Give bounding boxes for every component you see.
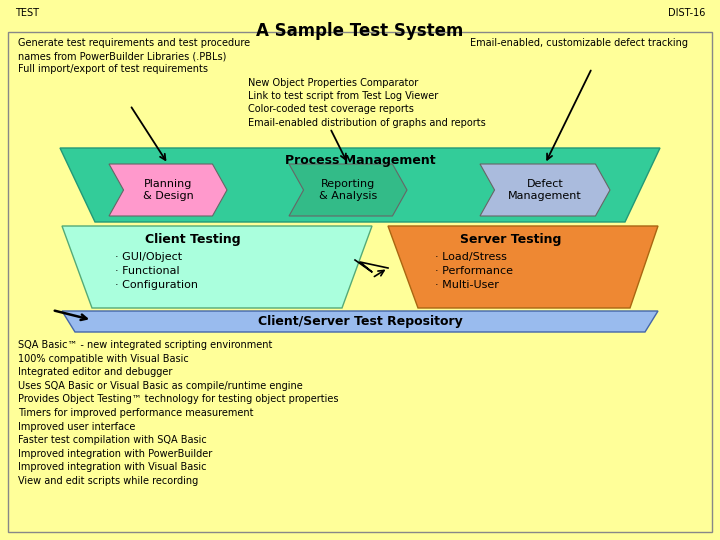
Text: DIST-16: DIST-16 [667, 8, 705, 18]
Text: SQA Basic™ - new integrated scripting environment
100% compatible with Visual Ba: SQA Basic™ - new integrated scripting en… [18, 340, 338, 486]
Text: Client Testing: Client Testing [145, 233, 240, 246]
Text: TEST: TEST [15, 8, 39, 18]
Polygon shape [289, 164, 407, 216]
Text: Email-enabled, customizable defect tracking: Email-enabled, customizable defect track… [470, 38, 688, 48]
Polygon shape [62, 226, 372, 308]
Polygon shape [62, 311, 658, 332]
Text: Reporting
& Analysis: Reporting & Analysis [319, 179, 377, 201]
Text: Defect
Management: Defect Management [508, 179, 582, 201]
Text: · Load/Stress
· Performance
· Multi-User: · Load/Stress · Performance · Multi-User [435, 252, 513, 290]
Polygon shape [60, 148, 660, 222]
Polygon shape [388, 226, 658, 308]
Text: Server Testing: Server Testing [460, 233, 562, 246]
Text: Process Management: Process Management [284, 154, 436, 167]
Text: New Object Properties Comparator
Link to test script from Test Log Viewer
Color-: New Object Properties Comparator Link to… [248, 78, 486, 127]
Text: Generate test requirements and test procedure
names from PowerBuilder Libraries : Generate test requirements and test proc… [18, 38, 250, 75]
Text: Planning
& Design: Planning & Design [143, 179, 194, 201]
Text: · GUI/Object
· Functional
· Configuration: · GUI/Object · Functional · Configuratio… [115, 252, 198, 290]
Polygon shape [109, 164, 227, 216]
Polygon shape [480, 164, 610, 216]
Text: A Sample Test System: A Sample Test System [256, 22, 464, 40]
Text: Client/Server Test Repository: Client/Server Test Repository [258, 314, 462, 327]
